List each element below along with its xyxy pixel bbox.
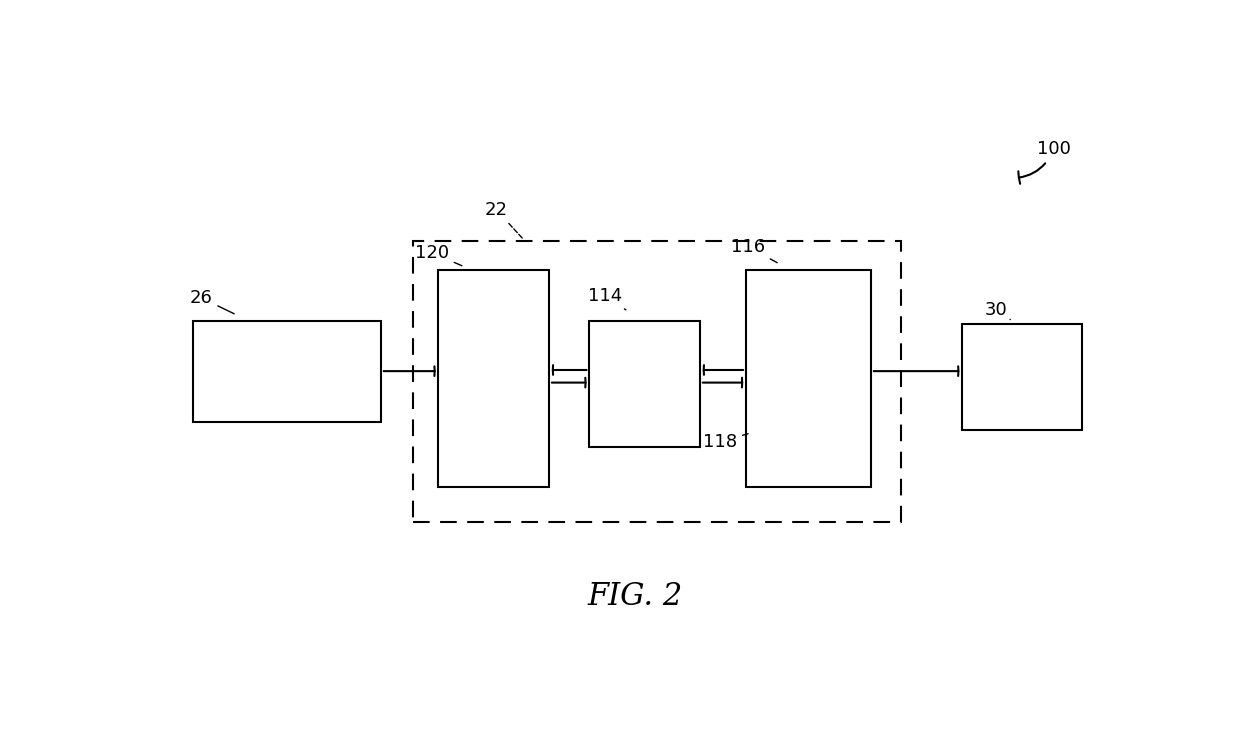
Bar [589, 321, 699, 447]
Text: 22: 22 [485, 201, 523, 239]
Bar [439, 270, 549, 487]
Text: 116: 116 [730, 238, 777, 263]
Text: FIG. 2: FIG. 2 [588, 581, 683, 612]
Text: 30: 30 [985, 301, 1011, 320]
Bar [413, 241, 900, 522]
Text: 26: 26 [190, 289, 234, 314]
Text: 118: 118 [703, 432, 748, 451]
Bar [746, 270, 870, 487]
Bar [193, 321, 381, 422]
Text: 100: 100 [1018, 141, 1070, 184]
Text: 120: 120 [414, 243, 461, 266]
Bar [962, 324, 1083, 430]
Text: 114: 114 [588, 286, 626, 310]
